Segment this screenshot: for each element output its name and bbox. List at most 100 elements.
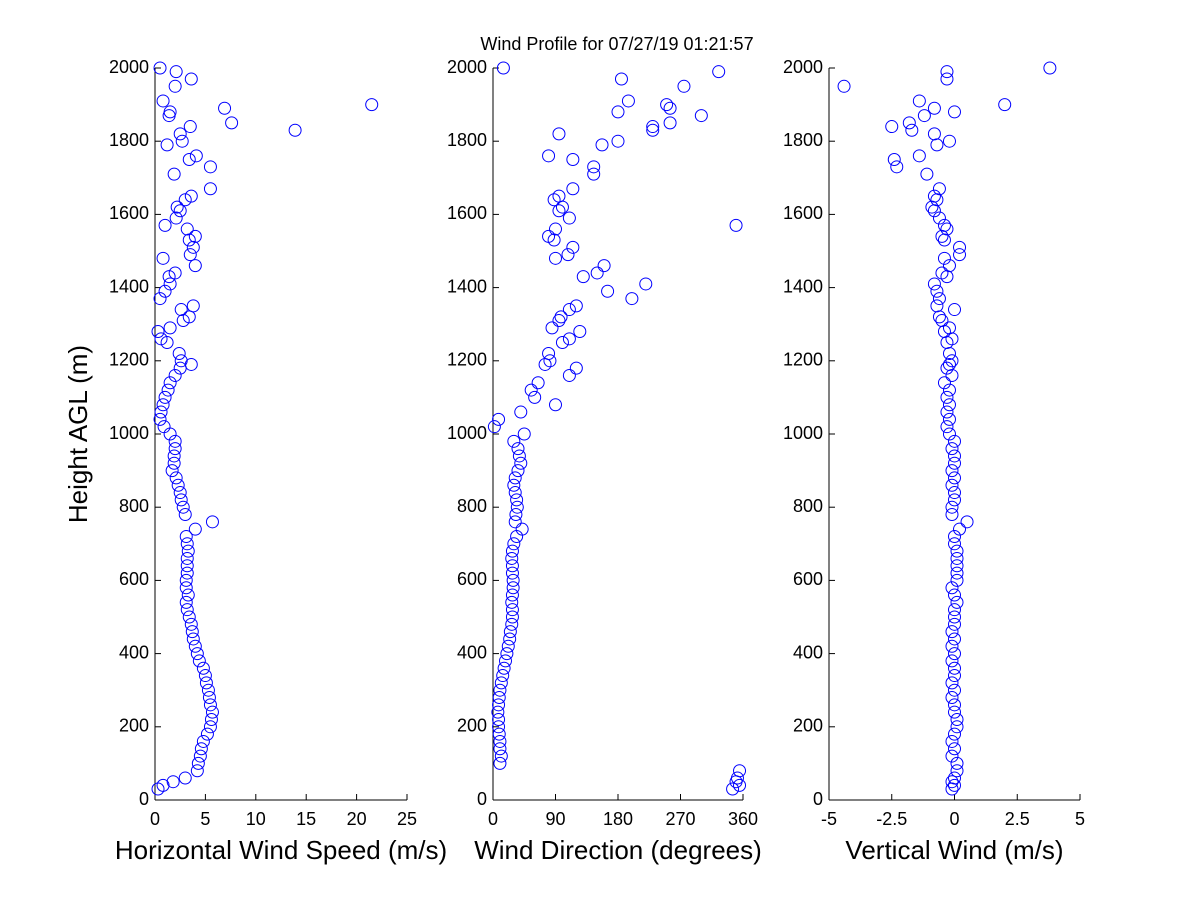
point: [509, 508, 523, 522]
point: [154, 332, 168, 346]
point: [524, 383, 538, 397]
point: [182, 153, 196, 166]
point: [158, 218, 172, 232]
point: [942, 383, 956, 397]
point: [730, 771, 744, 785]
point: [173, 127, 187, 141]
x-tick-label: 15: [296, 809, 316, 829]
point: [492, 720, 506, 734]
point: [948, 669, 961, 683]
point: [191, 756, 205, 770]
point: [173, 204, 187, 218]
point: [199, 676, 213, 690]
point: [562, 332, 576, 346]
point: [948, 471, 961, 485]
point: [500, 647, 514, 661]
point: [948, 449, 961, 463]
point: [950, 573, 964, 587]
point: [180, 559, 194, 573]
point: [511, 442, 525, 456]
point: [184, 189, 198, 203]
point: [590, 266, 604, 280]
point: [505, 595, 519, 609]
x-axis-label: Wind Direction (degrees): [474, 835, 762, 865]
point: [726, 782, 740, 796]
point: [218, 101, 232, 115]
point: [694, 109, 708, 123]
point: [183, 248, 197, 262]
point: [566, 153, 580, 166]
point: [225, 116, 239, 130]
point: [935, 314, 949, 328]
point: [942, 412, 956, 426]
x-axis-label: Vertical Wind (m/s): [845, 835, 1063, 865]
point: [494, 749, 508, 763]
point: [170, 200, 184, 214]
point: [942, 259, 956, 273]
point: [942, 427, 956, 441]
point: [492, 698, 506, 712]
point: [182, 610, 196, 624]
point: [912, 149, 926, 163]
point: [950, 551, 964, 565]
point: [186, 299, 200, 313]
point: [154, 405, 168, 419]
point: [180, 603, 194, 617]
y-tick-label: 600: [793, 569, 823, 589]
point: [930, 284, 944, 298]
x-tick-label: 90: [545, 809, 565, 829]
point: [950, 720, 964, 734]
point: [573, 325, 587, 339]
point: [169, 211, 183, 225]
point: [625, 292, 639, 306]
point: [181, 544, 195, 558]
point: [932, 211, 946, 225]
point: [595, 138, 609, 152]
point: [555, 200, 569, 214]
point: [158, 284, 172, 298]
y-tick-label: 400: [793, 642, 823, 662]
point: [555, 336, 569, 349]
point: [514, 405, 528, 419]
y-tick-label: 1200: [447, 350, 487, 370]
point: [948, 603, 961, 617]
point: [566, 240, 580, 254]
point: [917, 109, 931, 123]
point: [948, 727, 961, 741]
point: [168, 434, 182, 448]
point: [948, 434, 961, 448]
point: [196, 734, 210, 748]
point: [950, 544, 964, 558]
point: [562, 303, 576, 317]
point: [940, 405, 954, 419]
point: [508, 471, 522, 485]
point: [945, 478, 959, 492]
point: [178, 508, 192, 522]
y-tick-label: 1600: [447, 203, 487, 223]
point: [203, 182, 217, 196]
point: [621, 94, 635, 108]
point: [912, 94, 926, 108]
point: [168, 266, 182, 280]
point: [493, 756, 507, 770]
point: [927, 127, 941, 141]
x-tick-label: 270: [665, 809, 695, 829]
point: [663, 101, 677, 115]
point: [505, 544, 519, 558]
point: [942, 321, 956, 335]
y-tick-label: 400: [119, 642, 149, 662]
y-tick-label: 800: [793, 496, 823, 516]
point: [927, 189, 941, 203]
point: [180, 537, 194, 551]
point: [156, 398, 170, 412]
point: [160, 138, 174, 152]
y-tick-label: 800: [457, 496, 487, 516]
point: [885, 120, 899, 134]
y-tick-label: 400: [457, 642, 487, 662]
point: [950, 559, 964, 573]
point: [597, 259, 611, 273]
point: [503, 632, 517, 646]
x-tick-label: 10: [246, 809, 266, 829]
point: [188, 639, 202, 653]
point: [156, 778, 170, 792]
